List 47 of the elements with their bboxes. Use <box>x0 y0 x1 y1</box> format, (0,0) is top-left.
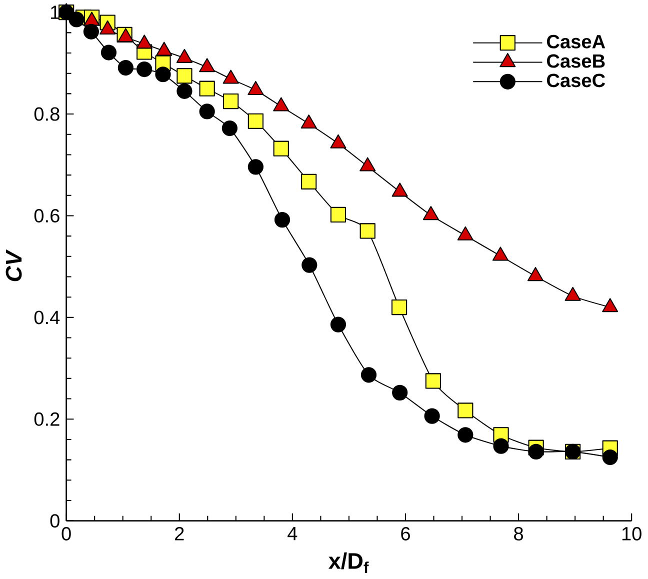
x-axis-title: x/D$_{f}$ <box>328 552 369 574</box>
y-tick-label: 0.6 <box>34 209 60 223</box>
point <box>392 384 408 401</box>
x-tick-label: 2 <box>175 527 184 540</box>
x-tick-label: 0 <box>62 527 71 541</box>
point <box>136 62 152 78</box>
point <box>68 12 84 28</box>
point <box>223 94 239 110</box>
y-tick-label: 0.8 <box>34 107 60 121</box>
point <box>199 80 215 97</box>
x-tick-label: 4 <box>288 527 298 540</box>
x-tick-label: 10 <box>622 527 642 541</box>
point <box>360 367 377 383</box>
point <box>222 120 238 136</box>
point <box>155 66 171 82</box>
y-tick-label: 0.4 <box>34 310 60 324</box>
point <box>425 373 441 389</box>
point <box>118 60 134 76</box>
point <box>248 159 264 175</box>
point <box>330 316 346 332</box>
point <box>176 83 192 100</box>
point <box>248 113 264 130</box>
y-axis-title: CV <box>6 249 22 282</box>
point <box>302 257 318 273</box>
point <box>100 44 117 60</box>
point <box>391 300 408 316</box>
point <box>274 212 290 228</box>
x-tick-label: 8 <box>514 527 524 541</box>
point <box>493 438 509 454</box>
point <box>301 174 317 190</box>
point <box>458 402 474 418</box>
point <box>424 408 440 424</box>
point <box>330 207 346 223</box>
y-tick-label: 0.2 <box>34 412 60 426</box>
point <box>199 104 215 120</box>
legend-label: CaseA <box>546 35 606 49</box>
x-tick-label: 6 <box>401 527 410 541</box>
point <box>176 68 192 84</box>
point <box>83 24 100 40</box>
point <box>458 427 474 443</box>
point <box>528 444 544 460</box>
point <box>602 450 618 466</box>
y-tick-label: 0 <box>50 514 60 528</box>
legend-label: CaseB <box>546 54 605 68</box>
point <box>273 140 289 157</box>
point <box>360 223 376 239</box>
legend-label: CaseC <box>546 74 606 88</box>
